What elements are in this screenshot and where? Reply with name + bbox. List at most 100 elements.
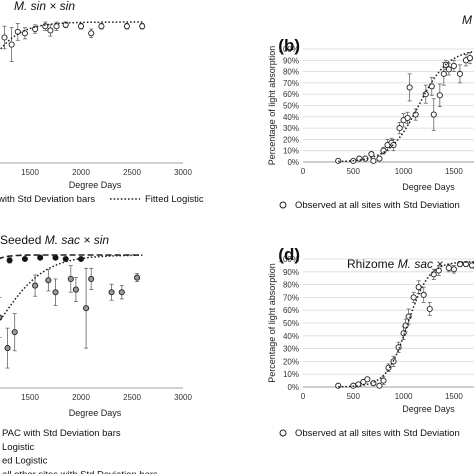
legend-marker <box>279 429 287 437</box>
data-point <box>47 27 54 34</box>
y-tick-label: 60% <box>283 306 299 315</box>
legend-entry: with Std Deviation bars <box>0 194 95 205</box>
data-point <box>21 255 28 263</box>
y-tick-label: 80% <box>283 281 299 290</box>
x-tick-label: 3000 <box>174 168 192 177</box>
y-tick-label: 50% <box>283 319 299 328</box>
data-point <box>415 284 422 291</box>
data-point <box>440 70 447 77</box>
y-tick-label: 90% <box>283 56 299 65</box>
data-point <box>380 377 387 384</box>
panel-letter: (d) <box>278 245 300 264</box>
chart-panel-b: 0% 10% 20% 30% 40% 50% 60% 70% 80% 90% 100% 0 500 100… <box>267 13 474 211</box>
data-point <box>37 254 44 261</box>
legend-marker <box>279 201 287 209</box>
data-point <box>370 157 377 164</box>
data-point <box>450 266 457 273</box>
data-point <box>406 84 413 91</box>
data-point <box>380 147 387 154</box>
y-tick-label: 60% <box>283 90 299 99</box>
data-point <box>118 289 125 296</box>
data-point <box>368 151 375 158</box>
y-axis-title: Percentage of light absorption <box>267 46 277 166</box>
x-tick-label: 1500 <box>21 168 39 177</box>
data-point <box>98 23 105 30</box>
data-point <box>376 382 383 389</box>
x-axis-title: Degree Days <box>402 404 455 414</box>
data-point <box>396 125 403 132</box>
data-point <box>8 41 15 48</box>
fitted-logistic-line <box>338 50 474 163</box>
x-tick-label: 2000 <box>72 168 90 177</box>
x-tick-label: 1500 <box>445 167 463 176</box>
data-point <box>123 23 130 30</box>
y-tick-label: 100% <box>279 45 299 54</box>
y-tick-label: 90% <box>283 268 299 277</box>
y-tick-label: 10% <box>283 147 299 156</box>
data-point <box>67 275 74 282</box>
fitted-logistic-line <box>0 254 143 322</box>
y-tick-label: 0% <box>287 383 299 392</box>
data-point <box>62 21 69 28</box>
data-point <box>445 66 452 73</box>
x-tick-label: 1500 <box>21 393 39 402</box>
data-point <box>422 91 429 98</box>
data-point <box>456 70 463 77</box>
x-tick-label: 2000 <box>72 393 90 402</box>
y-axis-title: Percentage of light absorption <box>267 263 277 383</box>
y-tick-label: 80% <box>283 68 299 77</box>
chart-title-prefix: Rhizome <box>347 257 398 271</box>
x-axis-title: Degree Days <box>402 182 455 192</box>
data-point <box>53 23 60 30</box>
y-tick-label: 40% <box>283 332 299 341</box>
x-tick-label: 1500 <box>445 392 463 401</box>
data-point <box>83 305 90 312</box>
legend-entry: Logistic <box>2 442 34 453</box>
x-axis-title: Degree Days <box>69 180 122 190</box>
y-tick-label: 30% <box>283 124 299 133</box>
plot-area <box>335 50 474 164</box>
chart-title: M. sin × sin <box>14 0 75 13</box>
data-point <box>1 34 8 41</box>
plot-area <box>0 21 146 62</box>
plot-area <box>335 261 474 389</box>
data-point <box>52 254 59 261</box>
data-point <box>32 282 39 289</box>
chart-title: M <box>462 13 472 27</box>
data-point <box>139 23 146 30</box>
data-point <box>445 264 452 272</box>
x-tick-label: 1000 <box>395 167 413 176</box>
legend-entry: Observed at all sites with Std Deviation <box>295 200 460 211</box>
legend-entry: PAC with Std Deviation bars <box>2 428 121 439</box>
data-point <box>404 114 411 121</box>
y-tick-label: 0% <box>287 158 299 167</box>
data-point <box>395 344 402 351</box>
x-tick-label: 2500 <box>123 168 141 177</box>
y-tick-label: 30% <box>283 345 299 354</box>
data-point <box>21 30 28 37</box>
chart-title: Rhizome M. sac × <box>347 257 443 271</box>
data-point <box>364 376 371 383</box>
data-point <box>410 294 417 301</box>
chart-title-prefix: Seeded <box>0 233 45 247</box>
data-point <box>45 277 52 284</box>
x-tick-label: 0 <box>301 392 306 401</box>
fitted-logistic-line <box>338 261 474 388</box>
data-point <box>450 62 457 69</box>
data-point <box>4 345 11 352</box>
legend-entry: Observed at all sites with Std Deviation <box>295 428 460 439</box>
chart-title-species: M. sac × sin <box>45 233 110 247</box>
panel-letter: (b) <box>278 36 300 55</box>
data-point <box>376 155 383 162</box>
chart-panel-d: 0% 10% 20% 30% 40% 50% 60% 70% 80% 90% 100% 0 500 100… <box>267 245 474 439</box>
y-tick-label: 100% <box>279 255 299 264</box>
chart-title: Seeded M. sac × sin <box>0 233 109 247</box>
data-point <box>88 275 95 282</box>
data-point <box>108 289 115 296</box>
plot-area <box>0 254 143 369</box>
y-tick-label: 50% <box>283 102 299 111</box>
data-point <box>426 305 433 312</box>
data-point <box>466 54 474 62</box>
